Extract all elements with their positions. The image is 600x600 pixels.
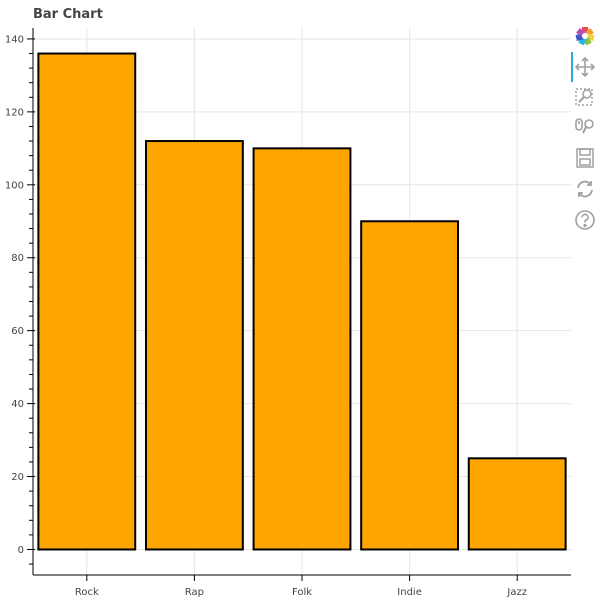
box-zoom-icon[interactable]: [573, 85, 597, 109]
reset-icon[interactable]: [573, 177, 597, 201]
bar-jazz[interactable]: [467, 457, 567, 551]
y-tick-label: 60: [11, 326, 24, 337]
save-icon[interactable]: [573, 146, 597, 170]
x-tick-label-indie: Indie: [397, 587, 422, 598]
x-tick-label-folk: Folk: [292, 587, 312, 598]
y-tick-label: 0: [18, 545, 24, 556]
help-icon[interactable]: [573, 208, 597, 232]
bar-rock[interactable]: [37, 52, 137, 551]
chart-title: Bar Chart: [33, 7, 103, 22]
bar-folk[interactable]: [252, 147, 352, 551]
bar-rap[interactable]: [144, 140, 244, 551]
x-tick-label-rock: Rock: [75, 587, 99, 598]
bar-indie[interactable]: [360, 220, 460, 551]
x-tick-label-jazz: Jazz: [506, 587, 527, 598]
y-tick-label: 20: [11, 472, 24, 483]
y-tick-label: 120: [5, 107, 24, 118]
chart-toolbar: [571, 24, 599, 244]
y-tick-label: 80: [11, 253, 24, 264]
y-tick-label: 40: [11, 399, 24, 410]
y-tick-label: 140: [5, 34, 24, 45]
x-tick-label-rap: Rap: [185, 587, 204, 598]
pan-icon[interactable]: [573, 55, 597, 79]
wheel-zoom-icon[interactable]: [573, 115, 597, 139]
y-tick-label: 100: [5, 180, 24, 191]
active-tool-indicator: [571, 52, 573, 82]
bokeh-logo-icon[interactable]: [573, 24, 597, 48]
